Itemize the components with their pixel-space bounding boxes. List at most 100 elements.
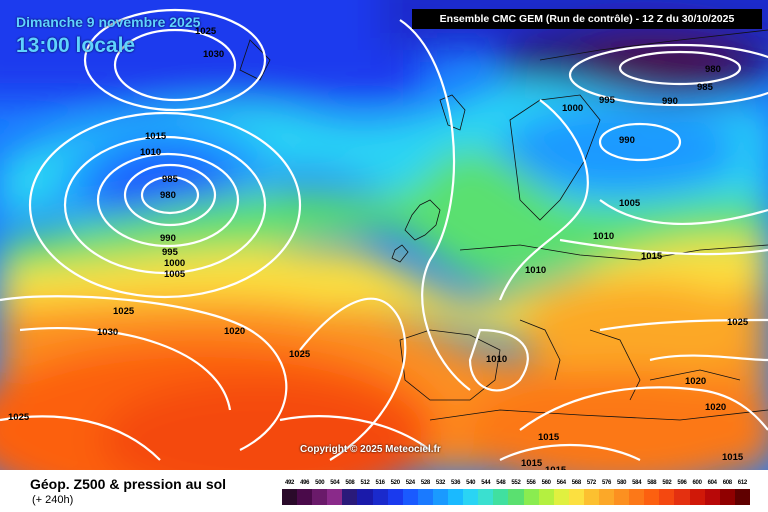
pressure-label: 1030 xyxy=(203,49,224,60)
pressure-label: 1015 xyxy=(722,452,744,463)
colorbar-cell xyxy=(644,489,660,505)
map-parameter-title: Géop. Z500 & pression au sol xyxy=(30,476,227,492)
colorbar-label: 516 xyxy=(375,480,385,486)
pressure-label: 1025 xyxy=(289,349,311,360)
pressure-label: 1010 xyxy=(140,147,161,158)
colorbar-cell xyxy=(704,489,720,505)
colorbar-cell xyxy=(583,489,599,505)
colorbar-cell xyxy=(282,489,298,505)
colorbar-label: 532 xyxy=(435,480,446,486)
colorbar-cell xyxy=(297,489,313,505)
colorbar-label: 556 xyxy=(526,480,536,486)
forecast-date: Dimanche 9 novembre 2025 xyxy=(16,14,201,30)
colorbar-label: 492 xyxy=(284,480,295,486)
colorbar-label: 592 xyxy=(662,480,672,486)
colorbar-cell xyxy=(372,489,388,505)
colorbar-cell xyxy=(538,489,554,505)
colorbar-cell xyxy=(659,489,675,505)
pressure-label: 1020 xyxy=(705,402,726,413)
pressure-label: 980 xyxy=(705,64,721,75)
colorbar-cell xyxy=(689,489,705,505)
colorbar-label: 544 xyxy=(481,480,491,486)
colorbar-label: 596 xyxy=(677,480,687,486)
colorbar-label: 504 xyxy=(330,480,340,486)
pressure-label: 1030 xyxy=(97,327,118,338)
colorbar-cell xyxy=(327,489,343,505)
pressure-label: 995 xyxy=(162,247,179,258)
forecast-time: 13:00 locale xyxy=(16,34,136,57)
weather-map: 1025 1030 1015 1010 985 980 990 995 1000… xyxy=(0,0,768,470)
pressure-labels: 1025 1030 1015 1010 985 980 990 995 1000… xyxy=(8,26,749,470)
pressure-label: 1005 xyxy=(619,198,641,209)
colorbar-cell xyxy=(598,489,615,505)
colorbar-cell xyxy=(432,489,449,505)
pressure-label: 1000 xyxy=(562,103,583,114)
colorbar-label: 608 xyxy=(722,480,732,486)
pressure-label: 1015 xyxy=(641,251,663,262)
pressure-label: 990 xyxy=(619,135,635,146)
colorbar-label: 496 xyxy=(300,480,310,486)
colorbar-label: 528 xyxy=(420,480,430,486)
colorbar-cell xyxy=(734,489,750,505)
colorbar-label: 512 xyxy=(360,480,370,486)
colorbar-label: 588 xyxy=(647,480,657,486)
pressure-label: 1020 xyxy=(224,326,245,337)
colorbar-label: 572 xyxy=(586,480,596,486)
colorbar-cell xyxy=(342,489,358,505)
isobars xyxy=(0,8,768,461)
colorbar-cell xyxy=(417,489,433,505)
pressure-label: 995 xyxy=(599,95,616,106)
colorbar-label: 524 xyxy=(405,480,415,486)
colorbar-cell xyxy=(493,489,509,505)
pressure-label: 1025 xyxy=(8,412,30,423)
colorbar-cell xyxy=(357,489,373,505)
colorbar-cell xyxy=(448,489,464,505)
colorbar-cell xyxy=(402,489,418,505)
colorbar-label: 584 xyxy=(632,480,642,486)
colorbar-label: 520 xyxy=(390,480,400,486)
colorbar-cell xyxy=(508,489,524,505)
forecast-lead-time: (+ 240h) xyxy=(32,494,74,506)
colorbar-cell xyxy=(478,489,494,505)
pressure-label: 1005 xyxy=(164,269,186,280)
pressure-label: 1015 xyxy=(538,432,560,443)
pressure-label: 1010 xyxy=(593,231,614,242)
pressure-label: 990 xyxy=(160,233,176,244)
model-run-info: Ensemble CMC GEM (Run de contrôle) - 12 … xyxy=(412,9,762,29)
colorbar-cell xyxy=(523,489,539,505)
copyright-notice: Copyright © 2025 Meteociel.fr xyxy=(300,444,441,455)
coastlines xyxy=(239,29,768,421)
colorbar-cell xyxy=(674,489,690,505)
colorbar-cell xyxy=(387,489,403,505)
colorbar-label: 500 xyxy=(315,480,325,486)
pressure-label: 1010 xyxy=(525,265,546,276)
colorbar-label: 600 xyxy=(692,480,702,486)
pressure-label: 1015 xyxy=(145,131,167,142)
pressure-label: 1010 xyxy=(486,354,507,365)
pressure-label: 985 xyxy=(162,174,179,185)
geopotential-field xyxy=(0,0,768,470)
colorbar-label: 568 xyxy=(571,480,581,486)
colorbar-labels: 492 496 500 504 508 512 516 520 524 528 532 536 540 5… xyxy=(282,480,750,489)
colorbar-label: 576 xyxy=(601,480,612,486)
colorbar-cell xyxy=(719,489,735,505)
pressure-label: 985 xyxy=(697,82,714,93)
colorbar-label: 612 xyxy=(737,480,747,486)
colorbar-label: 552 xyxy=(511,480,521,486)
colorbar-label: 548 xyxy=(496,480,506,486)
colorbar xyxy=(282,489,750,505)
colorbar-label: 564 xyxy=(556,480,566,486)
colorbar-cell xyxy=(312,489,328,505)
colorbar-cell xyxy=(463,489,479,505)
pressure-label: 1000 xyxy=(164,258,185,269)
colorbar-label: 508 xyxy=(345,480,355,486)
pressure-label: 1025 xyxy=(113,306,135,317)
colorbar-label: 560 xyxy=(541,480,551,486)
pressure-label: 990 xyxy=(662,96,678,107)
colorbar-cell xyxy=(568,489,584,505)
colorbar-cell xyxy=(553,489,569,505)
pressure-label: 1025 xyxy=(195,26,217,37)
colorbar-cell xyxy=(614,489,630,505)
pressure-label: 980 xyxy=(160,190,176,201)
pressure-label: 1015 xyxy=(521,458,543,469)
